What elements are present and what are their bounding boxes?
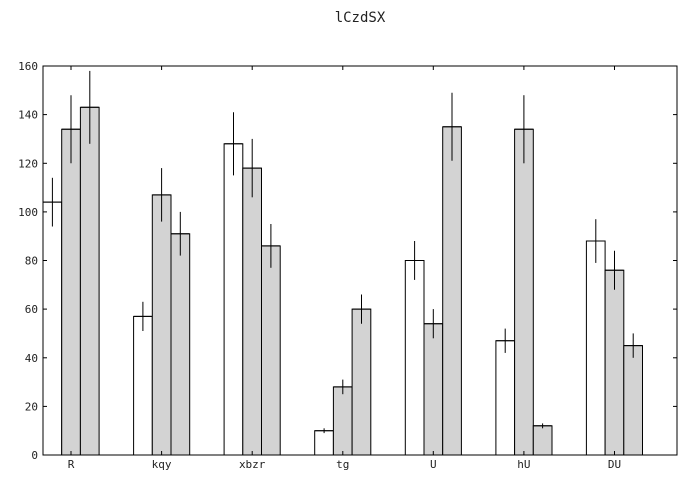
bar-xbzr-s2 [242,167,263,456]
bar-R-s1 [42,201,63,456]
bar-hU-s3 [532,425,553,456]
bar-kqy-s2 [151,194,172,456]
y-axis: 0 20 40 60 80 100 120 140 160 [18,60,677,462]
y-tick-label: 100 [18,206,38,219]
y-tick-label: 20 [25,400,38,413]
y-tick-label: 160 [18,60,38,73]
bar-kqy-s1 [133,315,153,456]
y-tick-label: 80 [25,255,38,268]
x-tick-label: xbzr [239,458,266,471]
bar-hU-s2 [514,128,534,456]
chart-title: lCzdSX [335,10,386,26]
y-tick-label: 120 [18,157,38,170]
bar-U-s3 [442,126,462,456]
bar-tg-s2 [332,386,353,456]
bar-DU-s1 [585,240,606,456]
x-tick-label: kqy [152,458,172,471]
y-tick-label: 0 [31,449,38,462]
bar-tg-s1 [314,430,334,456]
bar-DU-s3 [623,345,643,456]
bar-DU-s2 [604,269,625,456]
bar-xbzr-s3 [261,245,281,456]
bar-kqy-s3 [170,233,191,456]
x-tick-label: hU [517,458,530,471]
bar-R-s3 [79,106,100,456]
error-bars-layer [43,70,643,434]
bar-xbzr-s1 [223,143,244,456]
x-tick-label: U [430,458,437,471]
bar-R-s2 [61,128,81,456]
x-tick-label: tg [336,458,349,471]
bar-tg-s3 [351,308,372,456]
bars-layer [42,106,643,456]
bar-hU-s1 [495,340,516,456]
x-tick-label: R [68,458,75,471]
y-tick-label: 140 [18,109,38,122]
bar-U-s1 [404,260,425,456]
bar-U-s2 [423,323,444,456]
y-tick-label: 40 [25,352,38,365]
x-tick-label: DU [608,458,621,471]
y-tick-label: 60 [25,303,38,316]
